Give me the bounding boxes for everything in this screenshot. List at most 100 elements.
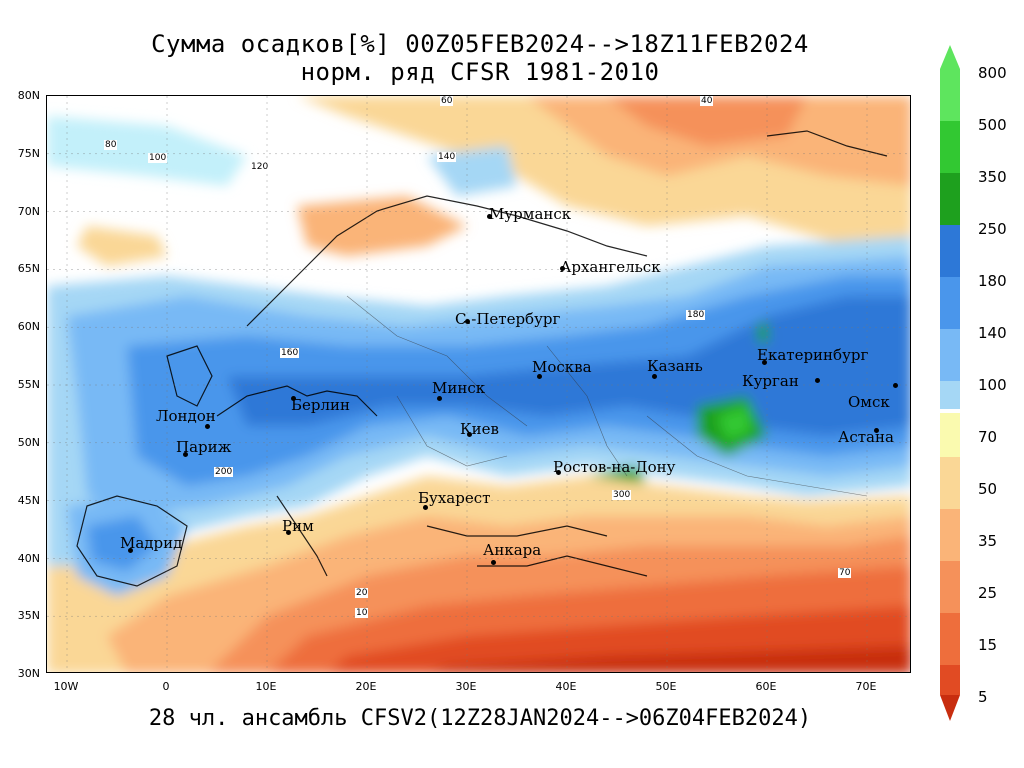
legend-box-5 — [940, 665, 960, 695]
legend-bar — [940, 45, 960, 721]
lon-label: 40E — [555, 680, 577, 693]
contour-label: 140 — [437, 152, 457, 162]
city-label-london: Лондон — [156, 407, 216, 425]
legend-box-180 — [940, 277, 960, 329]
legend-value: 500 — [978, 116, 1007, 134]
legend-box-70 — [940, 413, 960, 457]
city-label-kazan: Казань — [647, 357, 703, 375]
precipitation-map — [46, 95, 911, 673]
city-marker — [560, 266, 565, 271]
city-label-minsk: Минск — [432, 379, 486, 397]
lon-label: 60E — [755, 680, 777, 693]
legend-box-25 — [940, 561, 960, 613]
city-label-moscow: Москва — [532, 358, 592, 376]
lon-label: 0 — [162, 680, 170, 693]
contour-label: 10 — [355, 608, 369, 618]
city-label-ankara: Анкара — [483, 541, 542, 559]
city-marker — [537, 374, 542, 379]
city-label-madrid: Мадрид — [120, 534, 183, 552]
city-marker — [762, 360, 767, 365]
legend-value: 35 — [978, 532, 998, 550]
legend-value: 350 — [978, 168, 1007, 186]
legend-value: 15 — [978, 636, 998, 654]
contour-label: 40 — [700, 96, 714, 106]
legend-box-120 — [940, 381, 960, 409]
legend-value: 70 — [978, 428, 998, 446]
lon-label: 20E — [355, 680, 377, 693]
contour-label: 300 — [612, 490, 632, 500]
city-label-st-petersburg: С.-Петербург — [455, 310, 561, 328]
lat-label: 35N — [17, 609, 40, 622]
city-label-murmansk: Мурманск — [489, 205, 572, 223]
lon-label: 70E — [855, 680, 877, 693]
map-field — [47, 96, 910, 672]
city-label-berlin: Берлин — [291, 396, 351, 414]
legend-value: 50 — [978, 480, 998, 498]
city-marker — [874, 428, 879, 433]
legend-upper-arrow — [940, 45, 960, 69]
lon-label: 50E — [655, 680, 677, 693]
city-label-rostov: Ростов-на-Дону — [553, 458, 676, 476]
city-marker — [291, 396, 296, 401]
lat-label: 45N — [17, 494, 40, 507]
city-label-kurgan: Курган — [742, 372, 799, 390]
legend-lower-arrow — [940, 695, 960, 721]
legend-value: 800 — [978, 64, 1007, 82]
city-marker — [491, 560, 496, 565]
city-label-bucharest: Бухарест — [418, 489, 491, 507]
lat-label: 55N — [17, 378, 40, 391]
lat-label: 75N — [17, 147, 40, 160]
legend-value: 250 — [978, 220, 1007, 238]
lat-label: 80N — [17, 89, 40, 102]
city-marker — [437, 396, 442, 401]
city-marker — [487, 214, 492, 219]
legend-box-350 — [940, 173, 960, 225]
color-scale-legend: 800 500 350 250 180 140 100 70 50 35 25 … — [940, 45, 1024, 725]
city-label-kiev: Киев — [460, 420, 499, 438]
city-marker — [423, 505, 428, 510]
lon-label: 30E — [455, 680, 477, 693]
city-marker — [205, 424, 210, 429]
legend-box-35 — [940, 509, 960, 561]
ensemble-footer: 28 чл. ансамбль CFSV2(12Z28JAN2024-->06Z… — [148, 706, 812, 731]
city-label-astana: Астана — [838, 428, 894, 446]
legend-value: 25 — [978, 584, 998, 602]
contour-label: 180 — [686, 310, 706, 320]
lat-label: 40N — [17, 552, 40, 565]
city-label-paris: Париж — [176, 438, 232, 456]
lat-label: 30N — [17, 667, 40, 680]
city-marker — [183, 452, 188, 457]
contour-label: 160 — [280, 348, 300, 358]
city-marker — [893, 383, 898, 388]
legend-box-250 — [940, 225, 960, 277]
contour-label: 80 — [104, 140, 118, 150]
legend-value: 140 — [978, 324, 1007, 342]
contour-label: 100 — [148, 153, 168, 163]
city-marker — [467, 432, 472, 437]
lat-label: 70N — [17, 205, 40, 218]
map-subtitle: норм. ряд CFSR 1981-2010 — [300, 58, 660, 86]
city-label-yekaterinburg: Екатеринбург — [757, 346, 869, 364]
legend-value: 180 — [978, 272, 1007, 290]
lat-label: 50N — [17, 436, 40, 449]
map-title: Сумма осадков[%] 00Z05FEB2024-->18Z11FEB… — [151, 30, 809, 58]
contour-label: 70 — [838, 568, 852, 578]
city-marker — [465, 319, 470, 324]
city-marker — [128, 548, 133, 553]
city-marker — [652, 374, 657, 379]
legend-box-15 — [940, 613, 960, 665]
legend-box-50 — [940, 457, 960, 509]
lon-label: 10W — [53, 680, 79, 693]
legend-value-middle: 100 — [978, 376, 1007, 394]
lat-label: 60N — [17, 320, 40, 333]
city-marker — [556, 470, 561, 475]
contour-label: 200 — [214, 467, 234, 477]
legend-box-140 — [940, 329, 960, 381]
contour-label: 60 — [440, 96, 454, 106]
legend-box-800 — [940, 69, 960, 121]
contour-label: 120 — [250, 162, 270, 172]
city-label-rome: Рим — [282, 517, 314, 535]
lon-label: 10E — [255, 680, 277, 693]
legend-value: 5 — [978, 688, 988, 706]
city-marker — [286, 530, 291, 535]
